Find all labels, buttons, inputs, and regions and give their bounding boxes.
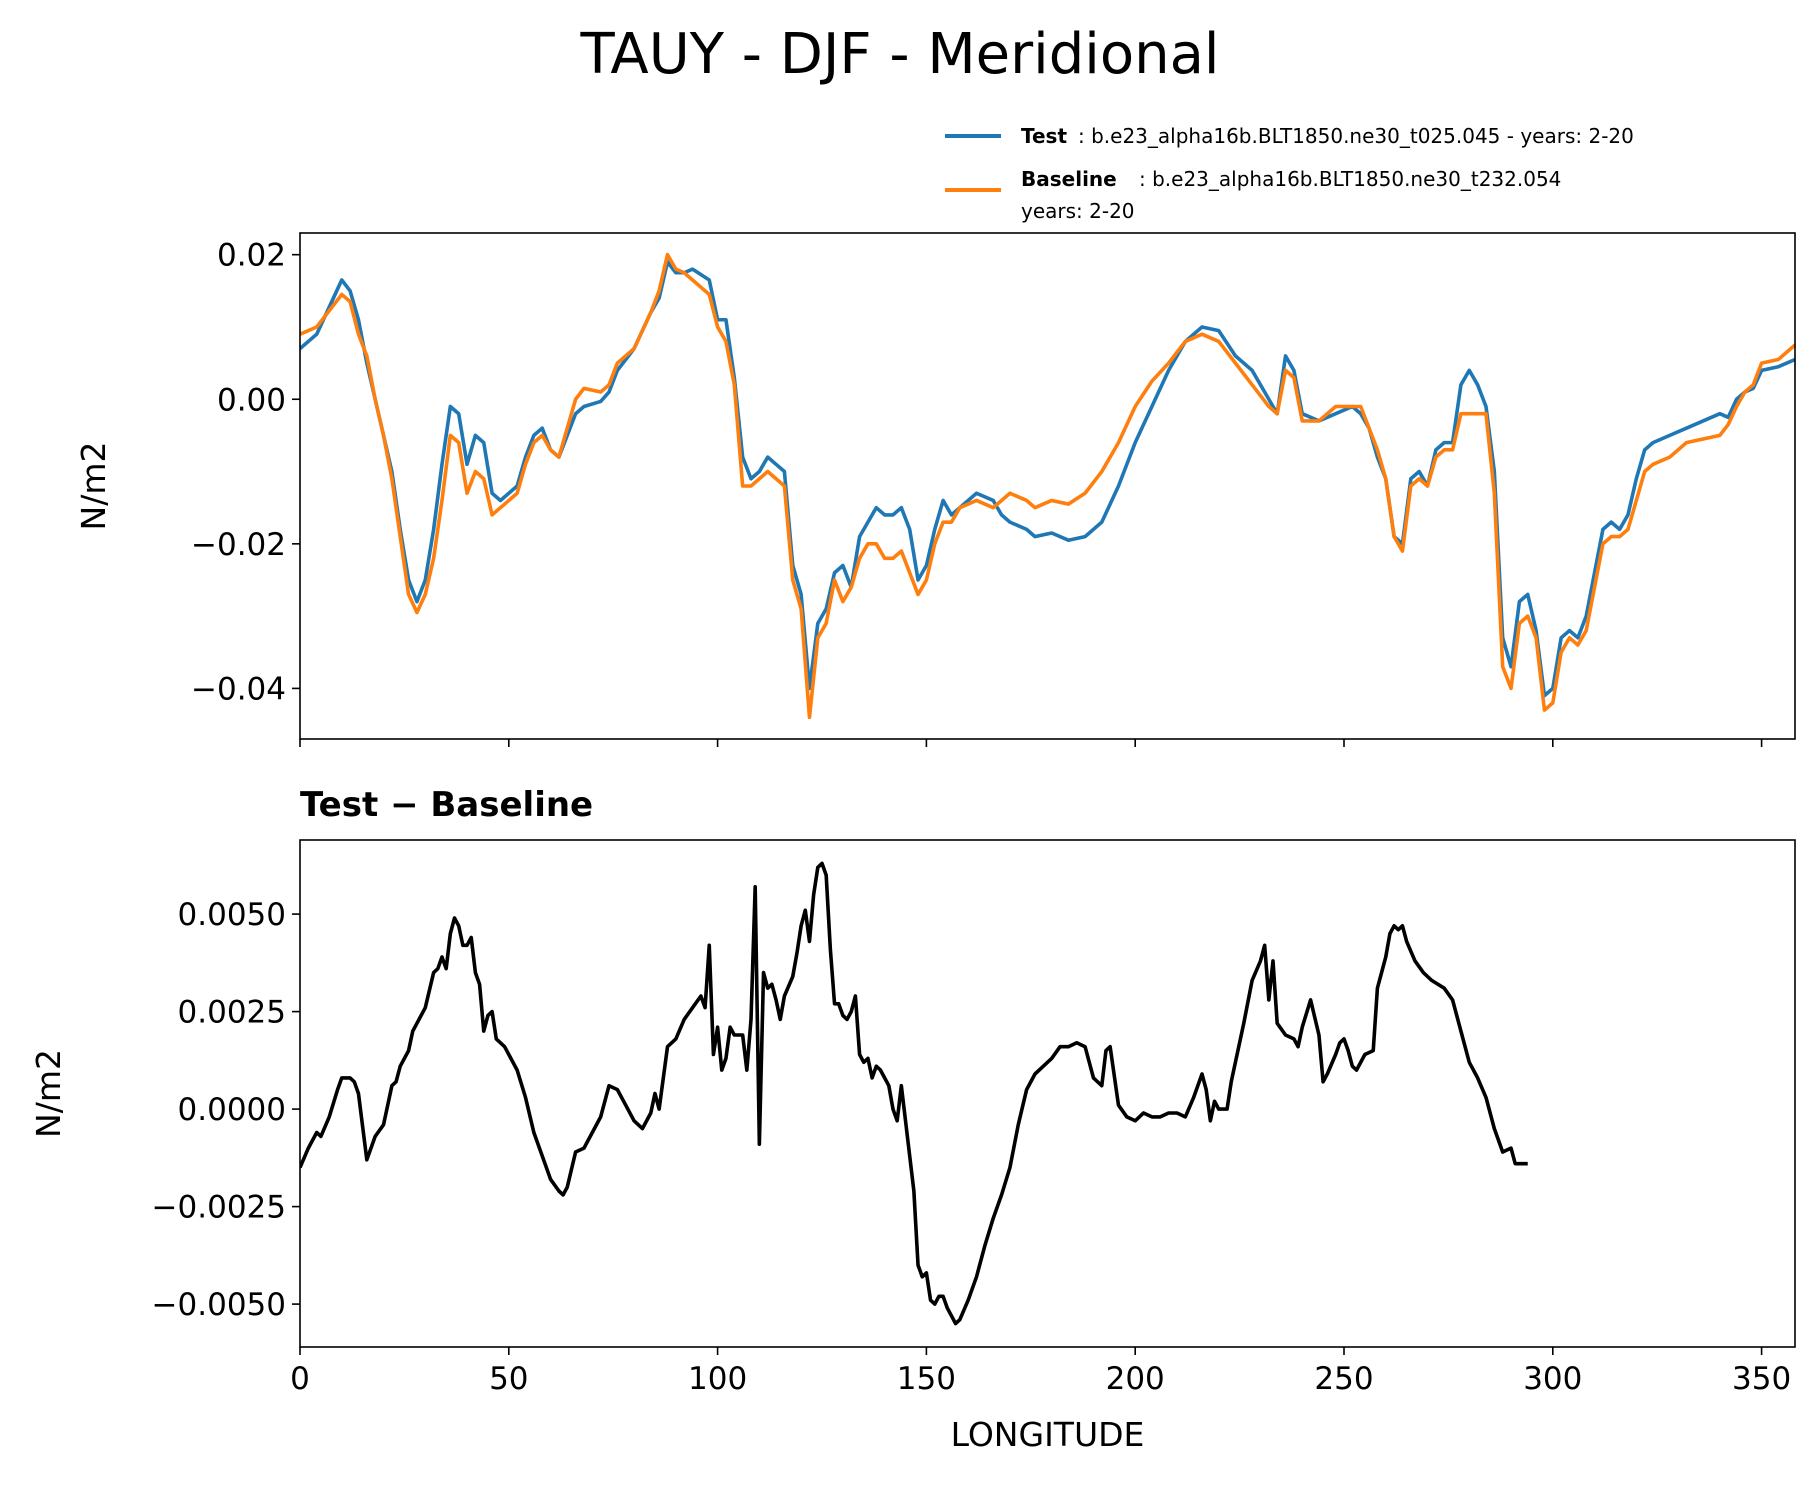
top-ylabel: N/m2 [74, 442, 113, 531]
bottom-xlabel: LONGITUDE [951, 1415, 1145, 1454]
bottom-ytick-label: 0.0025 [178, 995, 286, 1031]
bottom-ytick-label: 0.0000 [178, 1092, 286, 1128]
bottom-ytick-label: −0.0050 [152, 1287, 286, 1323]
top-ytick-label: 0.02 [217, 238, 286, 274]
top-ytick-label: −0.02 [191, 527, 286, 563]
bottom-xtick-label: 350 [1732, 1361, 1791, 1397]
figure-title: TAUY - DJF - Meridional [580, 22, 1220, 87]
bottom-xtick-label: 200 [1106, 1361, 1165, 1397]
legend-test-name: Test [1021, 124, 1067, 148]
bottom-xtick-label: 100 [688, 1361, 747, 1397]
bottom-xtick-label: 0 [290, 1361, 310, 1397]
top-series-test [300, 260, 1795, 698]
legend-test-text: : b.e23_alpha16b.BLT1850.ne30_t025.045 -… [1078, 124, 1634, 148]
top-ytick-label: 0.00 [217, 382, 286, 418]
panel-bottom-title: Test − Baseline [300, 785, 593, 825]
legend-baseline-text: : b.e23_alpha16b.BLT1850.ne30_t232.054 [1139, 167, 1561, 191]
bottom-ytick-label: 0.0050 [178, 897, 286, 933]
bottom-frame [299, 839, 1796, 1348]
bottom-xtick-label: 300 [1523, 1361, 1582, 1397]
top-ytick-label: −0.04 [191, 671, 286, 707]
legend-baseline-name: Baseline [1021, 167, 1117, 191]
panel-top: 0.02 0.00 −0.02 −0.04 N/m2 [74, 232, 1796, 747]
bottom-series-test-baseline [300, 861, 1528, 1326]
bottom-ytick-label: −0.0025 [152, 1190, 286, 1226]
legend-baseline-text2: years: 2-20 [1021, 199, 1135, 223]
bottom-ylabel: N/m2 [29, 1049, 68, 1138]
panel-bottom: 0 50 100 150 200 250 300 350 0.0050 0.0025 0.0000 −… [29, 839, 1796, 1454]
top-frame [299, 232, 1796, 740]
bottom-xtick-label: 250 [1314, 1361, 1373, 1397]
top-series-baseline [300, 252, 1795, 720]
legend: Test : b.e23_alpha16b.BLT1850.ne30_t025.… [945, 124, 1634, 223]
bottom-xtick-label: 150 [897, 1361, 956, 1397]
bottom-xtick-label: 50 [489, 1361, 528, 1397]
